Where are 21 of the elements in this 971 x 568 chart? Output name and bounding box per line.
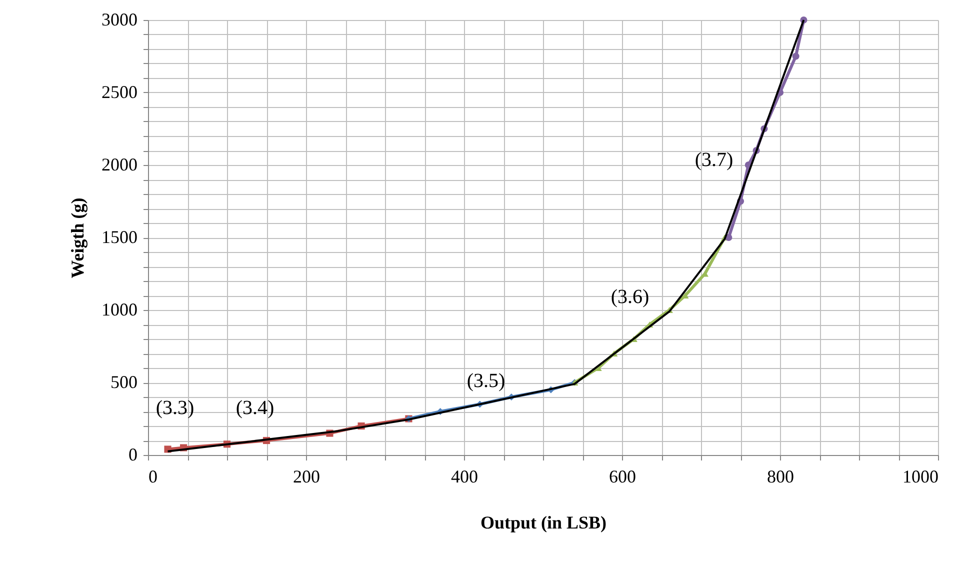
x-tick-label: 600 xyxy=(609,466,636,486)
y-tick-label: 1000 xyxy=(102,300,138,320)
x-tick-label: 400 xyxy=(451,466,478,486)
x-tick-label: 200 xyxy=(293,466,320,486)
x-tick-label: 0 xyxy=(148,466,158,486)
point xyxy=(792,52,800,60)
y-axis-title: Weigth (g) xyxy=(68,198,88,278)
x-tick-label: 1000 xyxy=(902,466,938,486)
y-tick-label: 0 xyxy=(128,444,138,464)
annotation: (3.3) xyxy=(156,397,194,419)
x-axis-title: Output (in LSB) xyxy=(480,512,607,532)
y-tick-label: 3000 xyxy=(102,10,138,30)
annotation: (3.6) xyxy=(610,286,650,308)
annotation: (3.4) xyxy=(236,397,274,419)
x-tick-label: 800 xyxy=(767,466,794,486)
y-tick-label: 500 xyxy=(110,372,138,392)
annotation: (3.7) xyxy=(694,149,734,171)
y-tick-label: 1500 xyxy=(102,227,138,247)
y-tick-label: 2000 xyxy=(102,154,138,174)
y-tick-label: 2500 xyxy=(102,82,138,102)
annotation: (3.5) xyxy=(466,370,506,392)
